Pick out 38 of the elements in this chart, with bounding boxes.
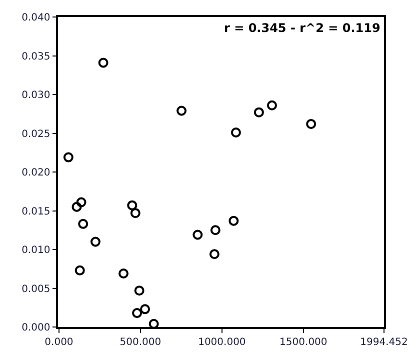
point	[209, 249, 220, 260]
x-tick-label: 1500.000	[280, 336, 328, 348]
point	[306, 118, 316, 129]
point	[74, 265, 85, 276]
point	[192, 230, 203, 240]
point	[254, 107, 264, 118]
y-tick-label: 0.020	[22, 168, 50, 178]
point	[98, 58, 108, 68]
point	[148, 318, 159, 327]
point	[140, 304, 150, 314]
y-tick-label: 0.010	[22, 245, 50, 256]
point	[118, 268, 129, 279]
y-tick-label: 0.005	[22, 284, 50, 295]
point	[90, 236, 100, 247]
y-tick-label: 0.030	[22, 90, 50, 101]
point	[63, 152, 74, 162]
point	[76, 197, 86, 208]
x-tick-label: 0.000	[44, 336, 74, 348]
point	[130, 208, 140, 218]
annotation: r = 0.345 - r^2 = 0.119	[224, 21, 380, 35]
x-tick-label: 500.000	[120, 336, 162, 348]
point	[266, 100, 277, 110]
point	[78, 218, 88, 229]
y-tick-label: 0.040	[22, 12, 50, 24]
x-tick-label: 1994.452	[360, 336, 408, 348]
y-tick-label: 0.000	[22, 322, 50, 334]
point	[127, 200, 138, 210]
y-tick-label: 0.015	[22, 206, 50, 218]
point	[228, 216, 239, 226]
point	[210, 225, 220, 236]
point	[230, 127, 241, 138]
point	[176, 106, 187, 116]
y-tick-label: 0.035	[22, 51, 50, 62]
point	[134, 286, 144, 296]
point	[132, 308, 142, 318]
x-tick-label: 1000.000	[198, 336, 246, 348]
point	[72, 202, 82, 212]
y-tick-label: 0.025	[22, 128, 50, 140]
